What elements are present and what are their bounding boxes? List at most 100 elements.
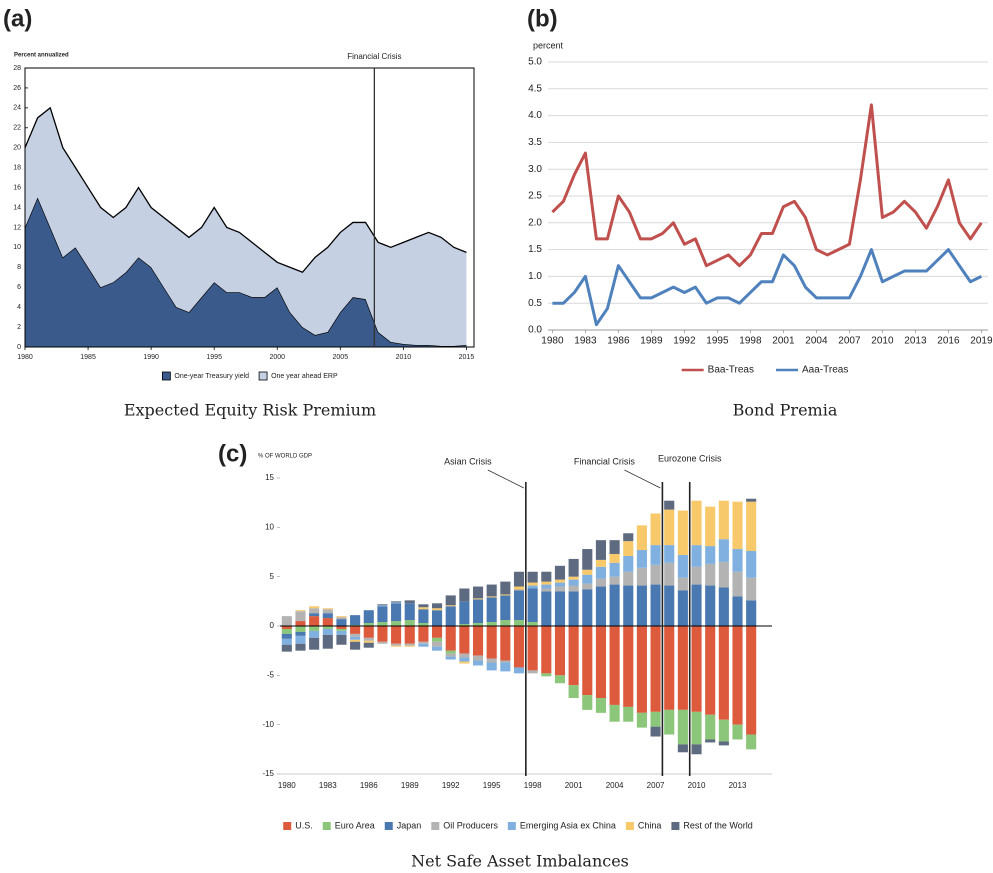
bar-segment <box>705 714 716 740</box>
bar-segment <box>432 608 443 611</box>
caption: Net Safe Asset Imbalances <box>411 852 629 871</box>
bar-segment <box>609 553 620 563</box>
x-tick-label: 1998 <box>524 781 542 790</box>
bar-segment <box>350 636 361 640</box>
bar-segment <box>472 623 484 626</box>
x-tick-label: 2001 <box>565 781 583 790</box>
bar-segment <box>500 581 511 595</box>
panel-label: (c) <box>218 440 247 467</box>
y-tick-label: 4.5 <box>528 83 542 94</box>
y-tick-label: 4.0 <box>528 110 542 121</box>
bar-segment <box>377 641 388 644</box>
bar-segment <box>391 645 402 647</box>
bar-segment <box>500 626 511 661</box>
bar-segment <box>350 641 361 650</box>
bar-segment <box>609 704 620 722</box>
bar-segment <box>363 637 374 641</box>
bar-segment <box>691 584 702 626</box>
bar-segment <box>309 613 320 617</box>
bar-segment <box>445 605 456 607</box>
bar-segment <box>513 571 525 587</box>
legend-label: Oil Producers <box>443 820 498 830</box>
bar-segment <box>541 571 552 582</box>
y-tick-label: 24 <box>13 105 21 112</box>
bar-segment <box>691 711 702 745</box>
x-tick-label: 2001 <box>772 336 795 347</box>
x-tick-label: 2010 <box>396 354 412 361</box>
y-tick-label: 10 <box>13 244 21 251</box>
x-tick-label: 1995 <box>206 354 222 361</box>
bar-segment <box>527 585 538 589</box>
x-tick-label: 2013 <box>729 781 747 790</box>
annotation-arrow <box>624 469 661 489</box>
bar-segment <box>459 601 470 625</box>
bar-segment <box>732 571 743 597</box>
x-tick-label: 2007 <box>838 336 861 347</box>
bar-segment <box>568 585 579 592</box>
bar-segment <box>554 591 566 626</box>
x-tick-label: 2010 <box>688 781 706 790</box>
x-tick-label: 2019 <box>970 336 993 347</box>
x-tick-label: 2004 <box>805 336 828 347</box>
bar-segment <box>595 586 606 626</box>
bar-segment <box>404 643 415 646</box>
bar-segment <box>718 561 729 588</box>
line <box>552 248 983 327</box>
bar-segment <box>595 566 606 579</box>
bar-segment <box>568 558 579 577</box>
bar-segment <box>664 709 675 735</box>
bar-segment <box>309 626 320 631</box>
bar-segment <box>350 633 361 637</box>
bar-segment <box>391 643 402 646</box>
y-tick-label: 3.0 <box>528 164 542 175</box>
bar-segment <box>705 739 716 743</box>
x-tick-label: 2010 <box>871 336 894 347</box>
bar-segment <box>322 613 333 619</box>
bar-segment <box>636 550 647 568</box>
bar-segment <box>554 675 566 684</box>
y-tick-label: 8 <box>17 264 21 271</box>
bar-segment <box>513 590 525 621</box>
bar-segment <box>732 596 743 626</box>
bar-segment <box>459 624 470 626</box>
bar-segment <box>718 719 729 742</box>
bar-segment <box>500 595 511 621</box>
bar-segment <box>609 626 620 705</box>
bar-segment <box>636 525 647 551</box>
y-tick-label: 0 <box>270 621 275 630</box>
bar-segment <box>677 744 688 753</box>
bar-segment <box>486 662 497 671</box>
bar-segment <box>718 587 729 626</box>
x-tick-label: 1989 <box>401 781 419 790</box>
legend-swatch <box>384 822 393 830</box>
bar-segment <box>541 591 552 626</box>
bar-segment <box>664 500 675 510</box>
bar-segment <box>623 706 634 722</box>
bar-segment <box>363 626 374 638</box>
bar-segment <box>472 660 484 666</box>
bar-segment <box>554 565 566 580</box>
bar-segment <box>623 555 634 572</box>
x-tick-label: 1983 <box>574 336 597 347</box>
bar-segment <box>459 653 470 658</box>
plot-frame <box>24 67 475 348</box>
bar-segment <box>281 616 292 626</box>
bar-segment <box>609 562 620 577</box>
y-tick-label: 28 <box>13 65 21 72</box>
bar-segment <box>527 588 538 623</box>
bar-segment <box>650 626 661 712</box>
bar-segment <box>568 626 579 686</box>
caption: Bond Premia <box>733 401 838 420</box>
x-tick-label: 1986 <box>360 781 378 790</box>
bar-segment <box>527 582 538 586</box>
bar-segment <box>650 513 661 546</box>
bar-segment <box>486 597 497 623</box>
annotation-label: Financial Crisis <box>347 52 401 61</box>
y-tick-label: 20 <box>13 145 21 152</box>
bar-segment <box>513 667 525 674</box>
bar-segment <box>705 546 716 564</box>
annotation-label: Financial Crisis <box>574 456 636 466</box>
bar-segment <box>486 584 497 597</box>
bar-segment <box>705 506 716 547</box>
